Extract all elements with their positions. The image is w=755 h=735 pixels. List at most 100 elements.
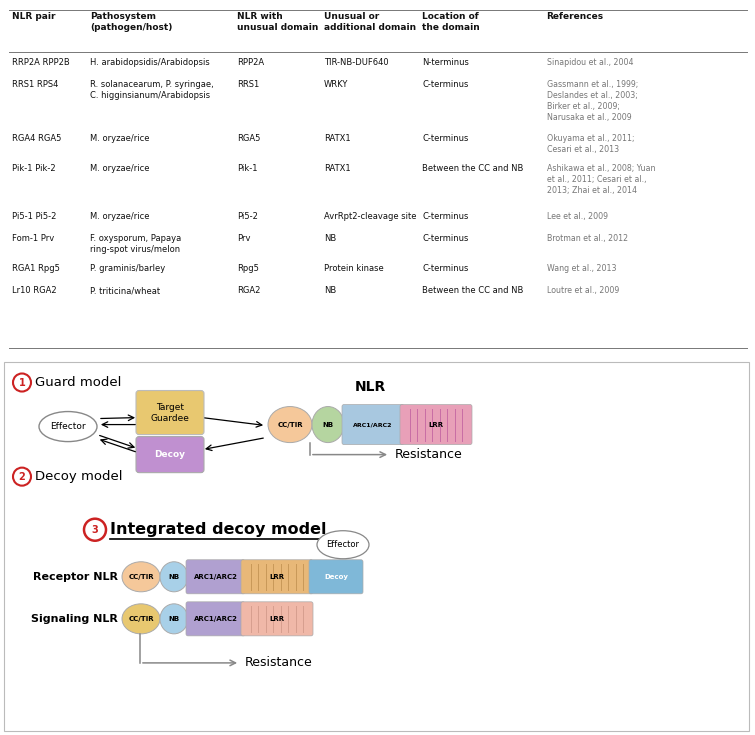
FancyBboxPatch shape bbox=[241, 560, 313, 594]
Text: Decoy model: Decoy model bbox=[35, 470, 122, 483]
Text: Guard model: Guard model bbox=[35, 376, 122, 389]
Ellipse shape bbox=[122, 604, 160, 634]
Circle shape bbox=[13, 467, 31, 486]
FancyBboxPatch shape bbox=[4, 362, 749, 731]
Circle shape bbox=[13, 373, 31, 392]
Text: Between the CC and NB: Between the CC and NB bbox=[422, 287, 523, 295]
FancyBboxPatch shape bbox=[186, 560, 245, 594]
Circle shape bbox=[84, 519, 106, 541]
Text: RGA5: RGA5 bbox=[237, 135, 260, 143]
Text: Protein kinase: Protein kinase bbox=[324, 265, 384, 273]
Text: Target
Guardee: Target Guardee bbox=[150, 403, 190, 423]
FancyBboxPatch shape bbox=[241, 602, 313, 636]
Text: NB: NB bbox=[324, 287, 336, 295]
Text: Location of
the domain: Location of the domain bbox=[422, 12, 479, 32]
Text: P. graminis/barley: P. graminis/barley bbox=[90, 265, 165, 273]
Ellipse shape bbox=[39, 412, 97, 442]
Text: RATX1: RATX1 bbox=[324, 135, 350, 143]
Text: RRS1 RPS4: RRS1 RPS4 bbox=[12, 80, 58, 89]
Text: N-terminus: N-terminus bbox=[422, 58, 469, 67]
Ellipse shape bbox=[160, 562, 188, 592]
Text: RGA1 Rpg5: RGA1 Rpg5 bbox=[12, 265, 60, 273]
Text: ARC1/ARC2: ARC1/ARC2 bbox=[353, 422, 393, 427]
Text: RGA4 RGA5: RGA4 RGA5 bbox=[12, 135, 61, 143]
Text: RGA2: RGA2 bbox=[237, 287, 260, 295]
Text: Rpg5: Rpg5 bbox=[237, 265, 259, 273]
Text: LRR: LRR bbox=[270, 574, 285, 580]
Text: C-terminus: C-terminus bbox=[422, 80, 468, 89]
Text: RRS1: RRS1 bbox=[237, 80, 259, 89]
Text: Decoy: Decoy bbox=[324, 574, 348, 580]
Text: RRP2A RPP2B: RRP2A RPP2B bbox=[12, 58, 69, 67]
Text: 3: 3 bbox=[91, 525, 98, 535]
Text: C-terminus: C-terminus bbox=[422, 212, 468, 221]
Text: Gassmann et al., 1999;
Deslandes et al., 2003;
Birker et al., 2009;
Narusaka et : Gassmann et al., 1999; Deslandes et al.,… bbox=[547, 80, 638, 123]
Text: P. triticina/wheat: P. triticina/wheat bbox=[90, 287, 160, 295]
FancyBboxPatch shape bbox=[186, 602, 245, 636]
Ellipse shape bbox=[122, 562, 160, 592]
Text: C-terminus: C-terminus bbox=[422, 265, 468, 273]
Text: NLR with
unusual domain: NLR with unusual domain bbox=[237, 12, 319, 32]
Text: LRR: LRR bbox=[428, 422, 444, 428]
Text: Resistance: Resistance bbox=[245, 656, 313, 670]
Text: RATX1: RATX1 bbox=[324, 164, 350, 173]
Text: NB: NB bbox=[322, 422, 334, 428]
Text: CC/TIR: CC/TIR bbox=[128, 574, 154, 580]
Text: AvrRpt2-cleavage site: AvrRpt2-cleavage site bbox=[324, 212, 416, 221]
Text: Effector: Effector bbox=[50, 422, 86, 431]
FancyBboxPatch shape bbox=[309, 560, 363, 594]
Text: NB: NB bbox=[324, 234, 336, 243]
FancyBboxPatch shape bbox=[342, 404, 404, 445]
Text: Wang et al., 2013: Wang et al., 2013 bbox=[547, 265, 616, 273]
Text: Sinapidou et al., 2004: Sinapidou et al., 2004 bbox=[547, 58, 633, 67]
Text: NLR pair: NLR pair bbox=[12, 12, 56, 21]
Text: M. oryzae/rice: M. oryzae/rice bbox=[90, 135, 149, 143]
Text: Between the CC and NB: Between the CC and NB bbox=[422, 164, 523, 173]
FancyBboxPatch shape bbox=[136, 390, 204, 434]
FancyBboxPatch shape bbox=[136, 437, 204, 473]
Text: LRR: LRR bbox=[270, 616, 285, 622]
Text: Signaling NLR: Signaling NLR bbox=[31, 614, 118, 624]
Text: Ashikawa et al., 2008; Yuan
et al., 2011; Cesari et al.,
2013; Zhai et al., 2014: Ashikawa et al., 2008; Yuan et al., 2011… bbox=[547, 164, 655, 196]
Text: H. arabidopsidis/Arabidopsis: H. arabidopsidis/Arabidopsis bbox=[90, 58, 210, 67]
Text: WRKY: WRKY bbox=[324, 80, 348, 89]
Ellipse shape bbox=[317, 531, 369, 559]
Text: ARC1/ARC2: ARC1/ARC2 bbox=[193, 574, 237, 580]
Text: Brotman et al., 2012: Brotman et al., 2012 bbox=[547, 234, 627, 243]
Text: Pi5-1 Pi5-2: Pi5-1 Pi5-2 bbox=[12, 212, 57, 221]
Text: Unusual or
additional domain: Unusual or additional domain bbox=[324, 12, 416, 32]
Text: NLR: NLR bbox=[354, 379, 386, 393]
Text: C-terminus: C-terminus bbox=[422, 234, 468, 243]
Text: Pik-1: Pik-1 bbox=[237, 164, 257, 173]
Ellipse shape bbox=[268, 406, 312, 442]
Text: Integrated decoy model: Integrated decoy model bbox=[110, 522, 326, 537]
Text: CC/TIR: CC/TIR bbox=[277, 422, 303, 428]
Text: References: References bbox=[547, 12, 604, 21]
Text: R. solanacearum, P. syringae,
C. higginsianum/Arabidopsis: R. solanacearum, P. syringae, C. higgins… bbox=[90, 80, 214, 100]
Text: F. oxysporum, Papaya
ring-spot virus/melon: F. oxysporum, Papaya ring-spot virus/mel… bbox=[90, 234, 181, 254]
Text: 2: 2 bbox=[19, 472, 26, 481]
FancyBboxPatch shape bbox=[400, 404, 472, 445]
Text: RPP2A: RPP2A bbox=[237, 58, 264, 67]
Text: Loutre et al., 2009: Loutre et al., 2009 bbox=[547, 287, 619, 295]
Text: Lee et al., 2009: Lee et al., 2009 bbox=[547, 212, 608, 221]
Text: Pathosystem
(pathogen/host): Pathosystem (pathogen/host) bbox=[90, 12, 172, 32]
Text: NB: NB bbox=[168, 574, 180, 580]
Text: NB: NB bbox=[168, 616, 180, 622]
Text: Receptor NLR: Receptor NLR bbox=[33, 572, 118, 582]
Text: Resistance: Resistance bbox=[395, 448, 463, 461]
Text: TIR-NB-DUF640: TIR-NB-DUF640 bbox=[324, 58, 389, 67]
Ellipse shape bbox=[312, 406, 344, 442]
Text: Lr10 RGA2: Lr10 RGA2 bbox=[12, 287, 57, 295]
Text: Pi5-2: Pi5-2 bbox=[237, 212, 258, 221]
Text: ARC1/ARC2: ARC1/ARC2 bbox=[193, 616, 237, 622]
Text: Decoy: Decoy bbox=[155, 450, 186, 459]
Text: Effector: Effector bbox=[326, 540, 359, 549]
Text: 1: 1 bbox=[19, 378, 26, 387]
Text: CC/TIR: CC/TIR bbox=[128, 616, 154, 622]
Text: C-terminus: C-terminus bbox=[422, 135, 468, 143]
Text: Okuyama et al., 2011;
Cesari et al., 2013: Okuyama et al., 2011; Cesari et al., 201… bbox=[547, 135, 634, 154]
Text: Fom-1 Prv: Fom-1 Prv bbox=[12, 234, 54, 243]
Ellipse shape bbox=[160, 604, 188, 634]
Text: Prv: Prv bbox=[237, 234, 251, 243]
